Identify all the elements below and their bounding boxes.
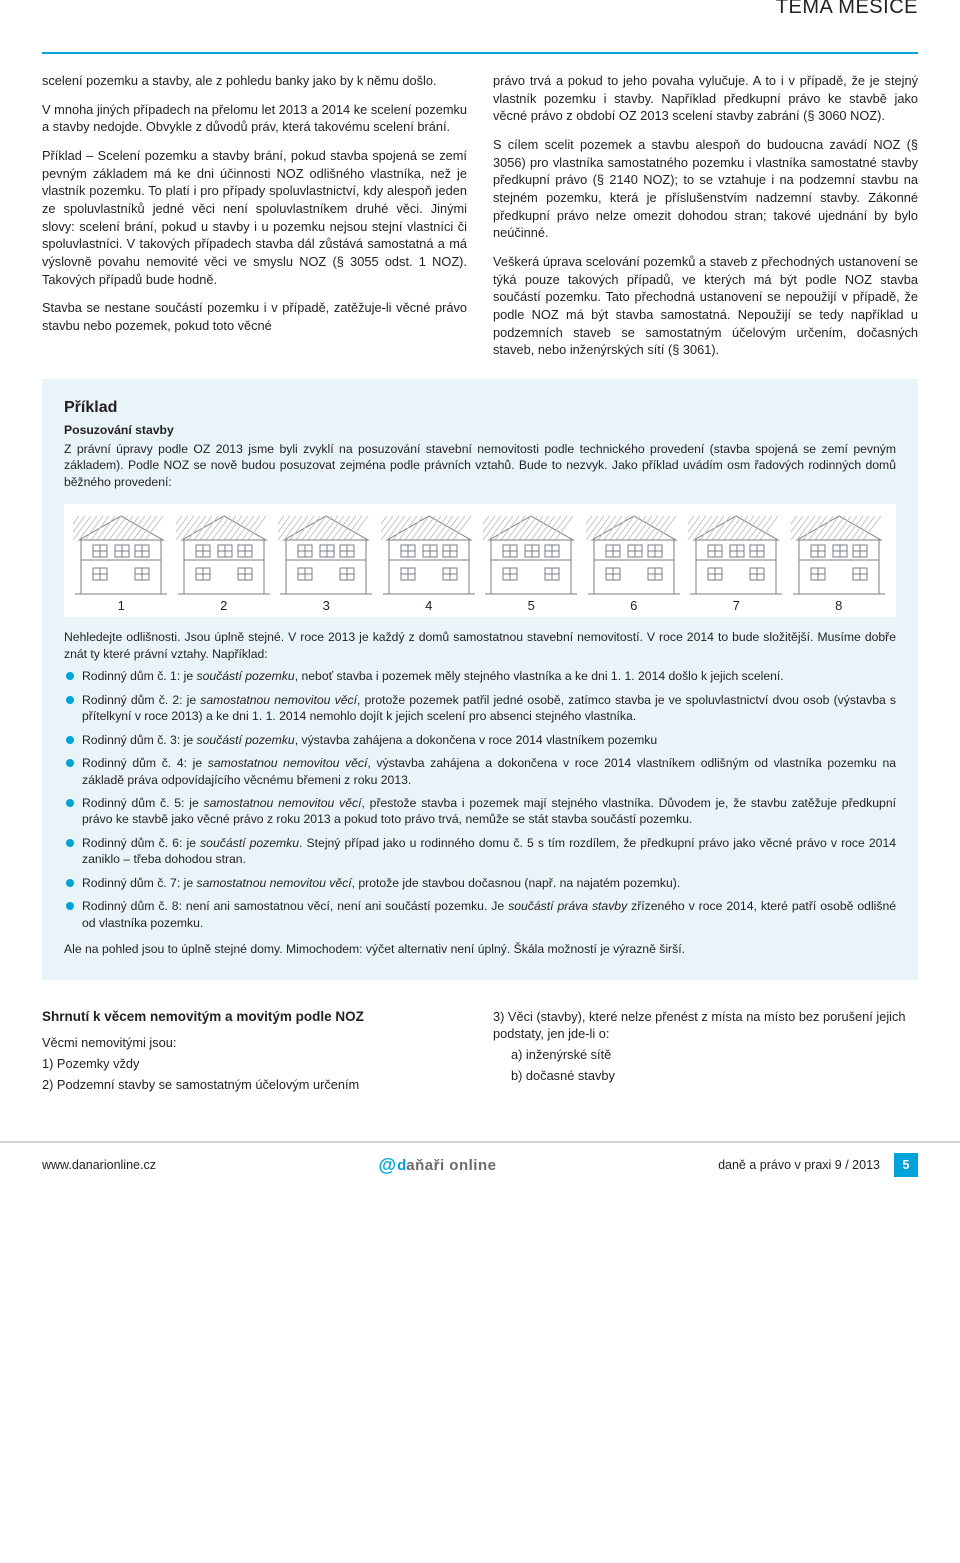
summary-heading: Shrnutí k věcem nemovitým a movitým podl… [42, 1008, 467, 1027]
example-box: Příklad Posuzování stavby Z právní úprav… [42, 379, 918, 980]
summary-section: Shrnutí k věcem nemovitým a movitým podl… [42, 1008, 918, 1094]
footer-logo: @ daňaři online [378, 1155, 497, 1176]
summary-subitem: a) inženýrské sítě [493, 1046, 918, 1064]
example-bullet-item: Rodinný dům č. 1: je součástí pozemku, n… [64, 668, 896, 684]
house-icon: 7 [685, 512, 788, 613]
example-bullet-item: Rodinný dům č. 4: je samostatnou nemovit… [64, 755, 896, 788]
house-icon: 5 [480, 512, 583, 613]
house-number: 3 [323, 598, 330, 613]
house-icon: 8 [788, 512, 891, 613]
house-number: 7 [733, 598, 740, 613]
house-icon: 3 [275, 512, 378, 613]
example-bullet-item: Rodinný dům č. 6: je součástí pozemku. S… [64, 835, 896, 868]
example-bullet-item: Rodinný dům č. 5: je samostatnou nemovit… [64, 795, 896, 828]
house-icon: 1 [70, 512, 173, 613]
logo-d: d [397, 1157, 406, 1174]
house-number: 1 [118, 598, 125, 613]
summary-subitem: b) dočasné stavby [493, 1067, 918, 1085]
house-number: 6 [630, 598, 637, 613]
body-paragraph: V mnoha jiných případech na přelomu let … [42, 101, 467, 136]
example-closing: Ale na pohled jsou to úplně stejné domy.… [64, 941, 896, 957]
house-icon: 6 [583, 512, 686, 613]
example-bullet-item: Rodinný dům č. 7: je samostatnou nemovit… [64, 875, 896, 891]
houses-diagram: 1 2 3 [64, 504, 896, 617]
example-bullet-item: Rodinný dům č. 2: je samostatnou nemovit… [64, 692, 896, 725]
house-icon: 2 [173, 512, 276, 613]
example-subtitle: Posuzování stavby [64, 423, 896, 437]
body-paragraph: právo trvá a pokud to jeho povaha vyluču… [493, 72, 918, 125]
body-paragraph: Stavba se nestane součástí pozemku i v p… [42, 299, 467, 334]
example-title: Příklad [64, 399, 896, 417]
example-lead: Z právní úpravy podle OZ 2013 jsme byli … [64, 441, 896, 490]
example-bullet-item: Rodinný dům č. 8: není ani samostatnou v… [64, 898, 896, 931]
body-paragraph: S cílem scelit pozemek a stavbu alespoň … [493, 136, 918, 242]
summary-intro: Věcmi nemovitými jsou: [42, 1034, 467, 1052]
summary-item: 2) Podzemní stavby se samostatným účelov… [42, 1076, 467, 1094]
example-bullet-list: Rodinný dům č. 1: je součástí pozemku, n… [64, 668, 896, 931]
section-tag: TÉMA MĚSÍCE [776, 0, 918, 19]
example-paragraph: Nehledejte odlišnosti. Jsou úplně stejné… [64, 629, 896, 662]
house-number: 5 [528, 598, 535, 613]
body-paragraph: Veškerá úprava scelování pozemků a stave… [493, 253, 918, 359]
house-number: 8 [835, 598, 842, 613]
page-number: 5 [894, 1153, 918, 1177]
article-body: scelení pozemku a stavby, ale z pohledu … [42, 72, 918, 359]
footer-url: www.danarionline.cz [42, 1158, 156, 1172]
body-paragraph: scelení pozemku a stavby, ale z pohledu … [42, 72, 467, 90]
section-divider [42, 52, 918, 54]
summary-item: 3) Věci (stavby), které nelze přenést z … [493, 1008, 918, 1043]
house-icon: 4 [378, 512, 481, 613]
logo-rest: aňaři online [406, 1157, 496, 1174]
footer-issue: daně a právo v praxi 9 / 2013 [718, 1158, 880, 1172]
house-number: 2 [220, 598, 227, 613]
summary-item: 1) Pozemky vždy [42, 1055, 467, 1073]
logo-at-icon: @ [379, 1155, 397, 1176]
house-number: 4 [425, 598, 432, 613]
page-footer: www.danarionline.cz @ daňaři online daně… [0, 1141, 960, 1193]
body-paragraph: Příklad – Scelení pozemku a stavby brání… [42, 147, 467, 288]
example-bullet-item: Rodinný dům č. 3: je součástí pozemku, v… [64, 732, 896, 748]
